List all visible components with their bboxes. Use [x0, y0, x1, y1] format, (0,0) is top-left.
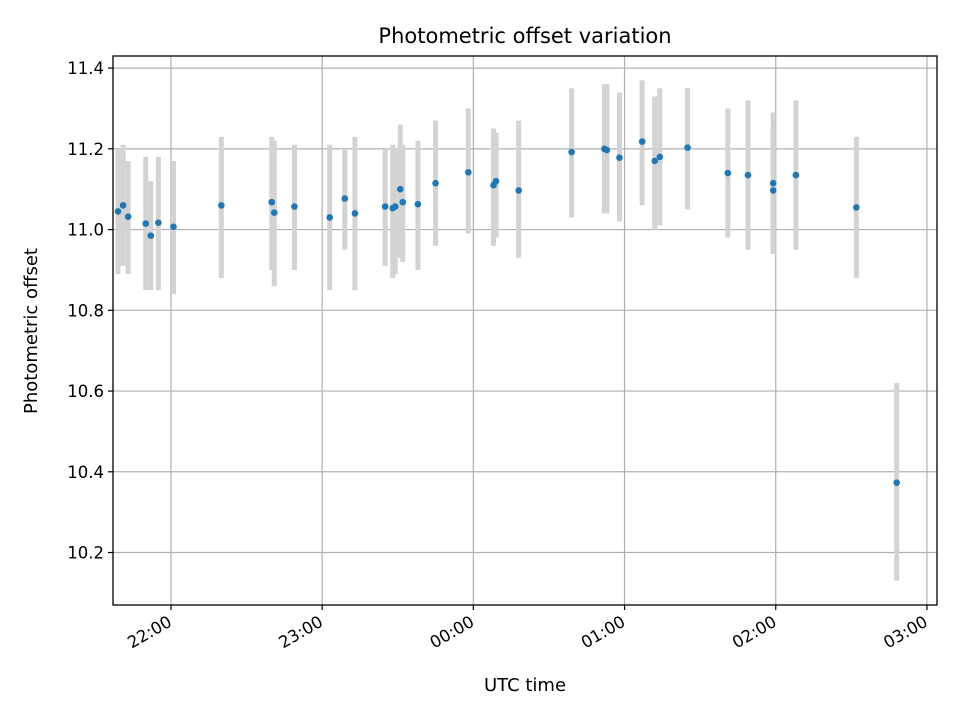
data-point: [616, 154, 623, 162]
tick-layer: 10.2 10.4 10.6 10.8 11.0 11.2 11.4 22:00 23:00 00…: [67, 59, 931, 652]
x-tick-label: 22:00: [124, 612, 175, 652]
y-tick-label: 10.2: [67, 544, 104, 563]
data-point: [853, 204, 860, 211]
x-tick-label: 23:00: [275, 612, 326, 652]
data-point: [270, 209, 278, 216]
y-tick-label: 11.2: [67, 140, 104, 159]
y-tick-label: 10.8: [67, 301, 104, 320]
data-point: [638, 138, 646, 145]
x-tick-label: 02:00: [729, 612, 780, 652]
data-point: [432, 179, 439, 187]
data-point: [351, 210, 359, 217]
y-tick-label: 11.0: [67, 221, 104, 240]
data-point: [147, 232, 155, 239]
data-point: [414, 200, 422, 208]
data-point: [326, 214, 334, 221]
data-point: [792, 171, 800, 179]
data-point: [744, 171, 752, 179]
data-point: [155, 219, 162, 227]
data-point: [769, 179, 777, 187]
data-point: [119, 202, 127, 209]
data-point: [492, 177, 500, 185]
y-tick-label: 10.4: [67, 463, 104, 482]
data-point: [114, 208, 122, 215]
y-axis-title: Photometric offset: [21, 248, 42, 414]
plot-frame: [112, 55, 938, 606]
grid-layer: [113, 56, 937, 605]
data-point: [568, 148, 575, 156]
data-point: [465, 168, 472, 176]
data-point: [399, 198, 407, 206]
x-tick-label: 01:00: [578, 612, 629, 652]
data-point: [170, 223, 177, 231]
data-point: [124, 213, 132, 220]
data-point: [651, 157, 659, 165]
data-point: [291, 203, 298, 210]
data-point: [341, 195, 349, 202]
data-point: [396, 185, 404, 193]
data-point: [769, 187, 777, 194]
data-point: [218, 202, 225, 209]
data-point: [515, 187, 523, 194]
data-point: [893, 479, 900, 486]
data-point: [381, 203, 389, 210]
x-tick-label: 00:00: [427, 612, 478, 652]
data-point: [656, 153, 664, 161]
x-tick-label: 03:00: [880, 612, 931, 652]
point-layer: [114, 138, 900, 486]
chart-title: Photometric offset variation: [378, 24, 671, 48]
data-point: [268, 198, 276, 206]
data-point: [724, 169, 732, 177]
errorbar-layer: [115, 80, 900, 581]
data-point: [391, 203, 399, 210]
y-tick-label: 10.6: [67, 382, 104, 401]
x-axis-title: UTC time: [484, 675, 566, 696]
data-point: [603, 146, 611, 154]
data-point: [684, 144, 691, 151]
data-point: [142, 220, 150, 227]
y-tick-label: 11.4: [67, 59, 104, 78]
